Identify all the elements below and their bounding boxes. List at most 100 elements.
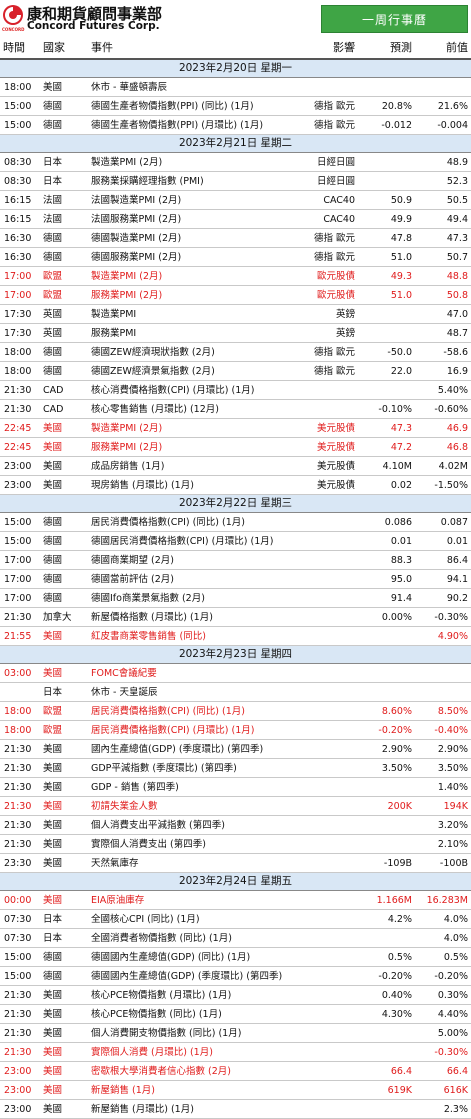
- cell-time: 21:30: [0, 380, 40, 400]
- table-row: 23:30 美國 天然氣庫存 -109B -100B: [0, 853, 471, 873]
- table-row: 17:00 歐盟 服務業PMI (2月) 歐元股債 51.0 50.8: [0, 285, 471, 305]
- cell-country: 歐盟: [40, 266, 88, 286]
- cell-time: 23:30: [0, 853, 40, 873]
- cell-country: 德國: [40, 247, 88, 267]
- cell-previous: 90.2: [415, 588, 471, 608]
- cell-forecast: 0.01: [358, 531, 415, 551]
- cell-country: 美國: [40, 1080, 88, 1100]
- cell-previous: 194K: [415, 796, 471, 816]
- table-row: 21:30 CAD 核心消費價格指數(CPI) (月環比) (1月) 5.40%: [0, 380, 471, 400]
- cell-country: 美國: [40, 1099, 88, 1119]
- cell-impact: [298, 550, 358, 570]
- cell-previous: [415, 682, 471, 702]
- cell-event: 全國消費者物價指數 (同比) (1月): [88, 928, 298, 948]
- table-row: 18:00 德國 德國ZEW經濟景氣指數 (2月) 德指 歐元 22.0 16.9: [0, 361, 471, 381]
- cell-event: 德國ZEW經濟景氣指數 (2月): [88, 361, 298, 381]
- cell-impact: [298, 399, 358, 419]
- cell-forecast: 0.00%: [358, 607, 415, 627]
- cell-forecast: [358, 304, 415, 324]
- table-row: 22:45 美國 製造業PMI (2月) 美元股債 47.3 46.9: [0, 418, 471, 438]
- cell-time: 15:00: [0, 531, 40, 551]
- cell-impact: CAC40: [298, 209, 358, 229]
- cell-country: 美國: [40, 815, 88, 835]
- table-row: 18:00 歐盟 居民消費價格指數(CPI) (月環比) (1月) -0.20% -0.…: [0, 720, 471, 740]
- cell-forecast: -0.20%: [358, 966, 415, 986]
- cell-previous: 66.4: [415, 1061, 471, 1081]
- cell-time: 17:00: [0, 569, 40, 589]
- cell-previous: 48.7: [415, 323, 471, 343]
- calendar-body: 2023年2月20日 星期一 18:00 美國 休市 - 華盛頓壽辰 15:00 德國 德國…: [0, 58, 471, 1119]
- cell-previous: 50.8: [415, 285, 471, 305]
- cell-previous: 4.40%: [415, 1004, 471, 1024]
- cell-impact: 德指 歐元: [298, 361, 358, 381]
- cell-forecast: -0.012: [358, 115, 415, 135]
- day-date-label: 2023年2月20日 星期一: [0, 58, 471, 78]
- cell-forecast: [358, 626, 415, 646]
- cell-previous: 0.30%: [415, 985, 471, 1005]
- cell-country: 德國: [40, 588, 88, 608]
- cell-country: 歐盟: [40, 720, 88, 740]
- col-header-time: 時間: [0, 36, 40, 60]
- table-row: 15:00 德國 德國國內生產總值(GDP) (同比) (1月) 0.5% 0.5%: [0, 947, 471, 967]
- cell-impact: [298, 834, 358, 854]
- table-row: 03:00 美國 FOMC會議紀要: [0, 663, 471, 683]
- table-row: 21:30 美國 個人消費支出平減指數 (第四季) 3.20%: [0, 815, 471, 835]
- cell-impact: [298, 588, 358, 608]
- table-row: 07:30 日本 全國消費者物價指數 (同比) (1月) 4.0%: [0, 928, 471, 948]
- cell-impact: 德指 歐元: [298, 96, 358, 116]
- cell-event: 居民消費價格指數(CPI) (同比) (1月): [88, 512, 298, 532]
- table-row: 21:30 美國 初請失業金人數 200K 194K: [0, 796, 471, 816]
- cell-impact: [298, 1061, 358, 1081]
- cell-time: 16:30: [0, 228, 40, 248]
- cell-time: 21:55: [0, 626, 40, 646]
- cell-impact: 美元股債: [298, 475, 358, 495]
- cell-previous: 16.9: [415, 361, 471, 381]
- cell-time: 21:30: [0, 815, 40, 835]
- cell-event: 服務業採購經理指數 (PMI): [88, 171, 298, 191]
- cell-forecast: [358, 380, 415, 400]
- cell-impact: [298, 909, 358, 929]
- table-row: 17:00 德國 德國商業期望 (2月) 88.3 86.4: [0, 550, 471, 570]
- cell-country: 美國: [40, 739, 88, 759]
- cell-forecast: 1.166M: [358, 890, 415, 910]
- cell-forecast: 3.50%: [358, 758, 415, 778]
- cell-event: 實際個人消費 (月環比) (1月): [88, 1042, 298, 1062]
- cell-previous: 47.0: [415, 304, 471, 324]
- cell-event: 德國國內生產總值(GDP) (同比) (1月): [88, 947, 298, 967]
- cell-impact: [298, 1042, 358, 1062]
- cell-previous: -0.004: [415, 115, 471, 135]
- calendar-table: 時間 國家 事件 影響 預測 前值 2023年2月20日 星期一 18:00 美國休…: [0, 36, 471, 1119]
- cell-event: 德國Ifo商業景氣指數 (2月): [88, 588, 298, 608]
- table-row: 17:00 德國 德國當前評估 (2月) 95.0 94.1: [0, 569, 471, 589]
- cell-country: 美國: [40, 437, 88, 457]
- cell-forecast: 2.90%: [358, 739, 415, 759]
- cell-event: 實際個人消費支出 (第四季): [88, 834, 298, 854]
- cell-previous: 2.10%: [415, 834, 471, 854]
- cell-previous: -0.30%: [415, 607, 471, 627]
- table-row: 21:30 美國 實際個人消費支出 (第四季) 2.10%: [0, 834, 471, 854]
- cell-time: 18:00: [0, 361, 40, 381]
- cell-impact: [298, 1080, 358, 1100]
- cell-impact: [298, 796, 358, 816]
- cell-event: FOMC會議紀要: [88, 663, 298, 683]
- day-date-label: 2023年2月23日 星期四: [0, 645, 471, 664]
- cell-event: 新屋價格指數 (月環比) (1月): [88, 607, 298, 627]
- cell-time: 21:30: [0, 985, 40, 1005]
- cell-forecast: 0.02: [358, 475, 415, 495]
- cell-country: 歐盟: [40, 701, 88, 721]
- cell-event: 德國生產者物價指數(PPI) (月環比) (1月): [88, 115, 298, 135]
- col-header-previous: 前值: [415, 36, 471, 60]
- cell-previous: -0.60%: [415, 399, 471, 419]
- cell-forecast: 49.9: [358, 209, 415, 229]
- cell-previous: 3.50%: [415, 758, 471, 778]
- cell-country: 加拿大: [40, 607, 88, 627]
- cell-previous: -100B: [415, 853, 471, 873]
- cell-impact: [298, 1023, 358, 1043]
- cell-country: 德國: [40, 569, 88, 589]
- table-row: 21:30 美國 核心PCE物價指數 (同比) (1月) 4.30% 4.40%: [0, 1004, 471, 1024]
- cell-impact: [298, 720, 358, 740]
- cell-time: 22:45: [0, 437, 40, 457]
- cell-impact: [298, 380, 358, 400]
- cell-country: 德國: [40, 531, 88, 551]
- cell-event: 德國當前評估 (2月): [88, 569, 298, 589]
